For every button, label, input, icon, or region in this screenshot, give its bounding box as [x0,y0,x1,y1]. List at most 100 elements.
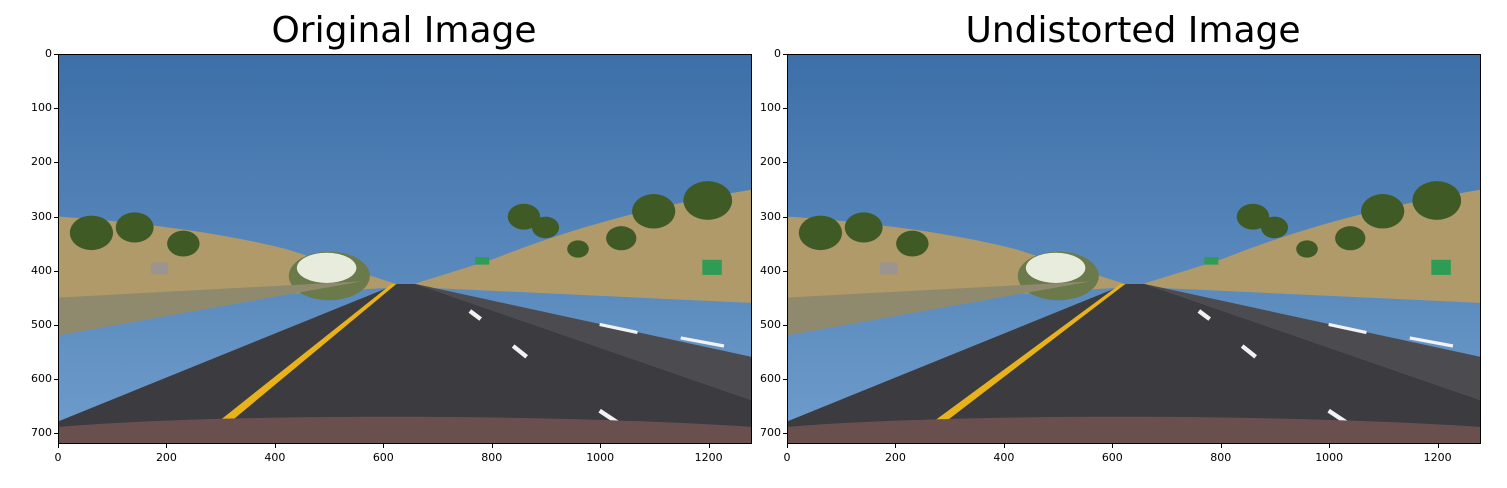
tree [69,215,114,251]
y-tick-label: 0 [774,47,781,60]
y-tick-label: 600 [31,372,52,385]
x-tick-mark [1329,444,1331,448]
car-hood [59,416,751,443]
x-tick-label: 1000 [1315,451,1344,464]
y-tick-mark [783,433,787,435]
tree [1296,240,1318,258]
x-tick-mark [1003,444,1005,448]
white-lane-dash [680,336,725,348]
y-tick-mark [783,216,787,218]
y-tick-label: 400 [31,263,52,277]
road-scene-image [59,55,751,443]
x-tick-mark [274,444,276,448]
y-tick-mark [54,108,58,110]
left-shoulder [788,281,1091,336]
x-tick-label: 1000 [586,451,615,464]
y-tick-label: 100 [31,101,52,115]
y-tick-label: 700 [31,426,52,440]
white-lane-dash [1197,309,1211,321]
yellow-lane-line [191,284,397,443]
road-right [415,284,751,400]
tree [683,181,733,220]
y-tick-label: 0 [45,47,52,60]
x-tick-label: 200 [884,451,906,464]
y-tick-mark [54,162,58,164]
x-tick-label: 600 [1101,451,1123,464]
y-tick-mark [54,379,58,380]
x-tick-mark [708,444,710,448]
tree [567,240,589,258]
x-tick-label: 800 [481,451,503,464]
y-tick-label: 600 [760,372,781,385]
tree [1335,226,1366,251]
x-tick-mark [895,444,897,448]
road-sign [879,262,898,275]
x-tick-mark [1112,444,1114,448]
tree [532,216,560,239]
x-tick-mark [166,444,168,448]
road-scene-image [788,55,1480,443]
road-sign [1204,257,1219,265]
y-tick-label: 500 [31,317,52,331]
image-axes [58,54,752,444]
x-tick-mark [1220,444,1222,448]
y-tick-label: 400 [760,263,781,277]
y-tick-label: 300 [760,209,781,223]
road-sign [150,262,169,275]
y-tick-mark [783,108,787,110]
x-tick-label: 200 [155,451,177,464]
y-tick-mark [783,270,787,272]
x-tick-mark [600,444,602,448]
tree [896,230,929,257]
y-tick-label: 500 [760,317,781,331]
x-tick-label: 0 [783,451,791,464]
tree [606,226,637,251]
panel-title: Original Image [271,10,537,51]
y-tick-label: 100 [760,101,781,115]
x-tick-mark [787,444,788,448]
flower-bush [1025,252,1086,283]
white-lane-dash [511,344,528,359]
panel-original: Original Image 0 100 200 300 400 500 600 700 0 2… [31,10,752,464]
tree [1261,216,1289,239]
tree [1361,194,1405,229]
road-sign [702,259,722,275]
white-lane-dash [468,309,482,321]
y-tick-mark [54,54,58,55]
x-tick-mark [383,444,385,448]
tree [798,215,843,251]
panel-title: Undistorted Image [965,10,1301,51]
tree [632,194,676,229]
panel-undistorted: Undistorted Image 0 100 200 300 400 500 600 700… [740,0,1507,488]
x-tick-label: 1200 [1423,451,1452,464]
tree [167,230,200,257]
y-tick-mark [783,54,787,55]
white-lane-dash [1240,344,1257,359]
y-tick-mark [783,162,787,164]
flower-bush [296,252,357,283]
tree [115,212,154,243]
x-tick-label: 1200 [694,451,723,464]
y-tick-label: 200 [31,155,52,169]
image-axes [787,54,1481,444]
road-sign [475,257,490,265]
road-right [1144,284,1480,400]
tree [507,203,541,230]
x-tick-mark [491,444,493,448]
white-lane-dash [1409,336,1454,348]
tree [1412,181,1462,220]
y-tick-mark [783,324,787,326]
tree [844,212,883,243]
yellow-lane-line [904,284,1126,443]
car-hood [788,416,1480,443]
x-tick-label: 800 [1210,451,1232,464]
y-tick-label: 300 [31,209,52,223]
x-tick-label: 0 [54,451,62,464]
road [59,284,751,443]
y-tick-mark [783,379,787,380]
y-tick-label: 700 [760,426,781,440]
x-tick-label: 400 [993,451,1015,464]
x-tick-mark [58,444,59,448]
y-tick-mark [54,324,58,326]
white-lane-dash [599,322,638,335]
